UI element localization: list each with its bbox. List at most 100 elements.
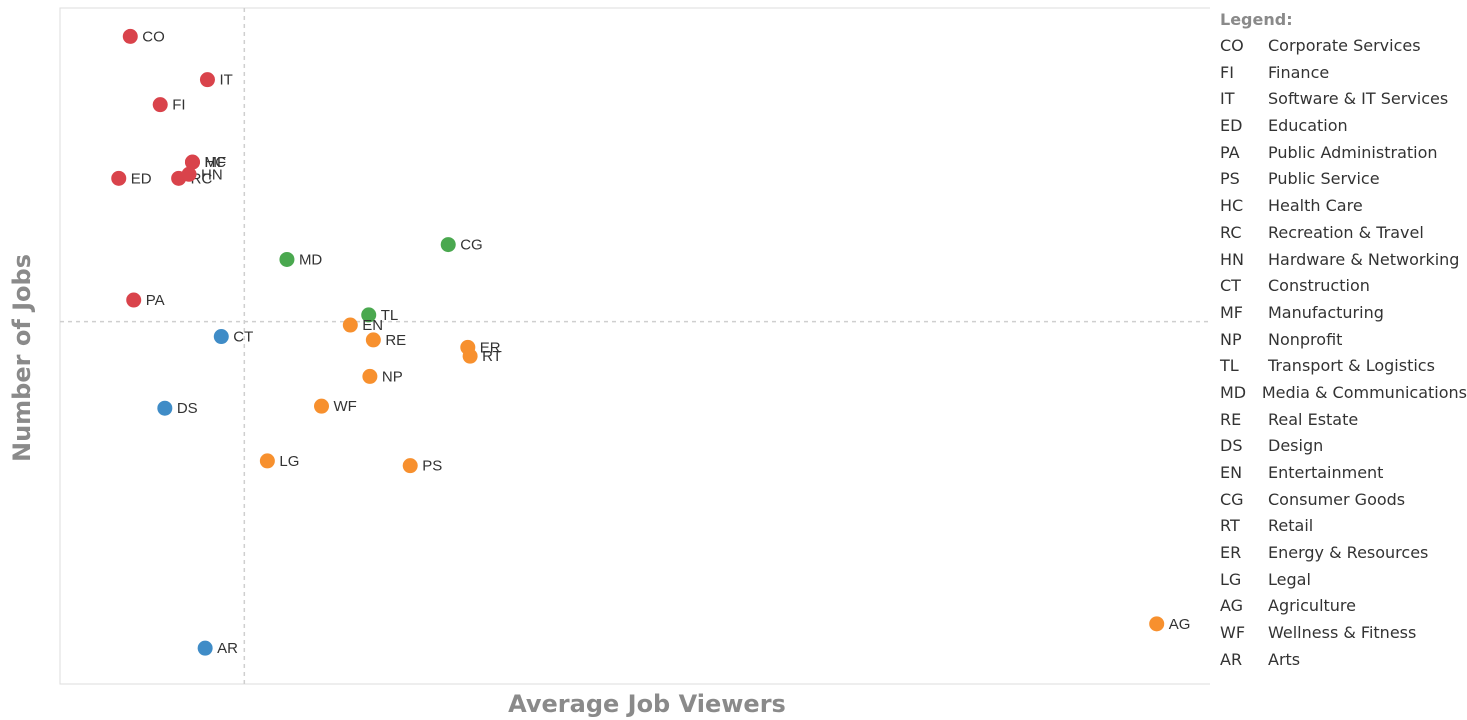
legend-name: Consumer Goods <box>1268 489 1406 509</box>
legend-name: Nonprofit <box>1268 329 1343 349</box>
point-label: HN <box>201 166 223 183</box>
legend-item: NP Nonprofit <box>1220 327 1467 354</box>
legend-name: Education <box>1268 116 1348 136</box>
plot-area <box>59 7 1210 685</box>
legend-code: DS <box>1220 436 1243 456</box>
point-co: CO <box>122 28 165 45</box>
legend-name: Public Service <box>1268 169 1380 189</box>
point-marker <box>361 307 377 323</box>
point-marker <box>152 97 168 113</box>
point-hn: HN <box>181 166 223 183</box>
legend-name: Recreation & Travel <box>1268 222 1424 242</box>
point-marker <box>197 640 213 656</box>
point-marker <box>199 72 215 88</box>
point-label: MD <box>299 251 322 268</box>
point-marker <box>279 251 295 267</box>
point-ds: DS <box>157 400 198 417</box>
legend-name: Design <box>1268 436 1324 456</box>
legend-item: CG Consumer Goods <box>1220 487 1467 514</box>
point-label: PS <box>422 458 442 475</box>
point-wf: WF <box>314 398 357 415</box>
point-label: RE <box>385 332 406 349</box>
legend-code: ER <box>1220 543 1242 563</box>
point-pa: PA <box>126 292 165 309</box>
legend-item: PA Public Administration <box>1220 140 1467 167</box>
legend-code: HC <box>1220 196 1244 216</box>
y-axis-title: Number of Jobs <box>8 254 36 462</box>
point-ct: CT <box>213 329 253 346</box>
legend-code: CO <box>1220 36 1244 55</box>
legend-item: ED Education <box>1220 113 1467 140</box>
point-hc: HC <box>184 154 226 171</box>
legend-code: RE <box>1220 409 1242 429</box>
point-marker <box>122 28 138 44</box>
point-ag: AG <box>1149 616 1190 633</box>
legend-code: RC <box>1220 222 1242 242</box>
legend-code: HN <box>1220 249 1244 269</box>
legend-item: MF Manufacturing <box>1220 300 1467 327</box>
legend-code: ED <box>1220 116 1243 136</box>
legend-name: Arts <box>1268 649 1301 669</box>
legend-item: RT Retail <box>1220 513 1467 540</box>
point-it: IT <box>199 72 233 89</box>
legend-item: EN Entertainment <box>1220 460 1467 487</box>
point-marker <box>342 317 358 333</box>
legend-code: LG <box>1220 569 1242 589</box>
legend-item: PS Public Service <box>1220 166 1467 193</box>
point-label: DS <box>177 400 198 417</box>
legend-name: Media & Communications <box>1261 382 1467 402</box>
legend: Legend: CO Corporate Services FI Finance IT S… <box>1220 10 1467 674</box>
point-marker <box>365 332 381 348</box>
legend-name: Agriculture <box>1268 596 1356 616</box>
legend-code: RT <box>1220 516 1240 536</box>
point-marker <box>259 453 275 469</box>
point-re: RE <box>365 332 406 349</box>
point-md: MD <box>279 251 322 268</box>
legend-item: RC Recreation & Travel <box>1220 220 1467 247</box>
point-marker <box>362 368 378 384</box>
legend-name: Transport & Logistics <box>1268 356 1435 376</box>
legend-item: HN Hardware & Networking <box>1220 247 1467 274</box>
point-cg: CG <box>440 237 483 254</box>
legend-name: Manufacturing <box>1268 302 1384 322</box>
point-en: EN <box>342 317 383 334</box>
point-label: HC <box>204 154 226 171</box>
legend-code: PA <box>1220 142 1240 162</box>
point-marker <box>181 166 197 182</box>
legend-name: Legal <box>1268 569 1311 589</box>
point-marker <box>402 458 418 474</box>
legend-name: Finance <box>1268 62 1330 82</box>
legend-code: CG <box>1220 489 1244 509</box>
legend-item: LG Legal <box>1220 567 1467 594</box>
point-label: CT <box>233 329 253 346</box>
point-marker <box>184 154 200 170</box>
point-fi: FI <box>152 97 186 114</box>
legend-item: CT Construction <box>1220 273 1467 300</box>
legend-code: MF <box>1220 302 1244 322</box>
legend-code: TL <box>1220 356 1239 376</box>
legend-name: Energy & Resources <box>1268 543 1429 563</box>
point-marker <box>1149 616 1165 632</box>
legend-code: CT <box>1220 276 1241 296</box>
legend-item: HC Health Care <box>1220 193 1467 220</box>
legend-title: Legend: <box>1220 10 1293 29</box>
legend-item: AR Arts <box>1220 647 1467 674</box>
point-label: FI <box>172 97 185 114</box>
point-rt: RT <box>462 348 502 365</box>
point-label: AG <box>1169 616 1191 633</box>
legend-item: WF Wellness & Fitness <box>1220 620 1467 647</box>
legend-list: CO Corporate Services FI Finance IT Software … <box>1220 33 1467 674</box>
legend-code: NP <box>1220 329 1242 349</box>
point-label: NP <box>382 368 403 385</box>
point-ps: PS <box>402 458 442 475</box>
legend-name: Health Care <box>1268 196 1363 216</box>
legend-name: Hardware & Networking <box>1268 249 1460 269</box>
point-marker <box>157 400 173 416</box>
point-label: ER <box>480 339 501 356</box>
point-label: ED <box>131 170 152 187</box>
point-label: PA <box>146 292 165 309</box>
legend-code: WF <box>1220 623 1246 643</box>
point-marker <box>440 237 456 253</box>
point-marker <box>462 348 478 364</box>
